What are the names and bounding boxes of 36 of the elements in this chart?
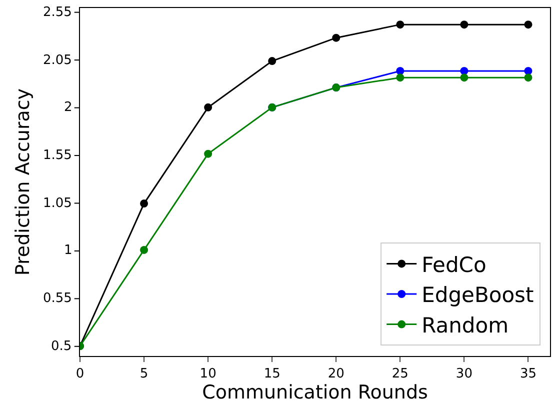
x-tick-label: 30	[456, 366, 472, 382]
legend-label: FedCo	[422, 252, 486, 277]
text: 2.05	[43, 53, 72, 68]
text: 0.5	[51, 339, 72, 354]
x-tick-label: 25	[392, 366, 408, 382]
point	[204, 150, 212, 158]
point	[460, 66, 468, 75]
text: 0.55	[43, 291, 72, 306]
x-tick-label: 15	[264, 366, 280, 382]
x-tick-label: 20	[328, 366, 344, 382]
legend-label: Random	[422, 314, 509, 338]
point	[460, 74, 468, 82]
text: 2.55	[43, 5, 72, 20]
point	[524, 20, 532, 29]
point	[524, 74, 532, 82]
y-axis-title: Prediction Accuracy	[12, 88, 34, 276]
point	[396, 66, 404, 75]
point	[524, 66, 532, 75]
point	[140, 200, 148, 208]
point	[332, 34, 340, 42]
point	[460, 20, 468, 29]
point	[268, 57, 276, 66]
text: 1	[64, 243, 72, 258]
x-tick-label: 0	[76, 366, 84, 382]
x-tick-label: 35	[520, 366, 537, 382]
point	[396, 74, 404, 82]
point	[204, 103, 212, 112]
point	[396, 20, 404, 29]
x-tick-label: 5	[140, 366, 148, 382]
x-tick-label: 10	[200, 366, 216, 382]
x-axis-title: Communication Rounds	[202, 382, 428, 404]
text: 1.55	[43, 148, 72, 163]
point	[140, 246, 148, 254]
text: 2	[64, 100, 72, 115]
legend-label: EdgeBoost	[422, 283, 534, 308]
text: 1.05	[43, 196, 72, 211]
